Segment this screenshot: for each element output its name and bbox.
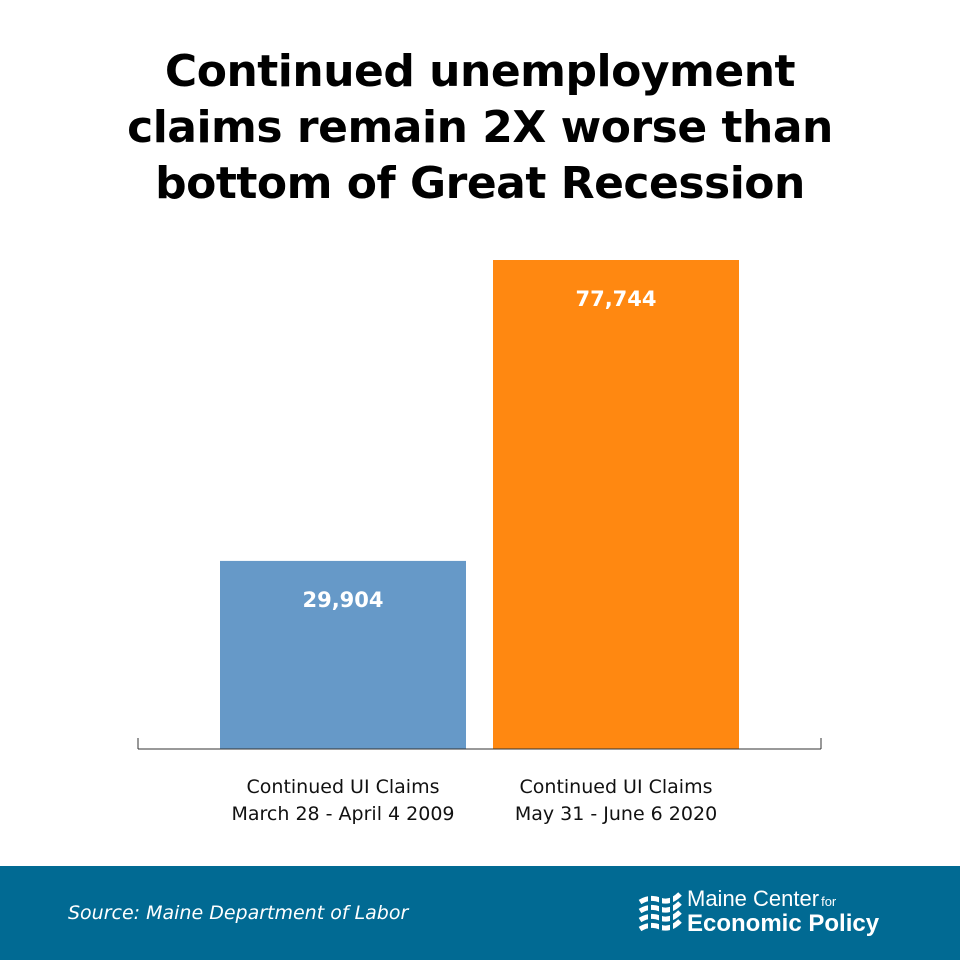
bar-1 (220, 560, 466, 749)
title-line-3: bottom of Great Recession (155, 158, 805, 209)
mecep-logo: Maine Center for Economic Policy (638, 886, 898, 940)
title-line-2: claims remain 2X worse than (127, 102, 833, 153)
footer-bar (0, 866, 960, 960)
category-label-2-line-1: Continued UI Claims (520, 776, 713, 798)
title-line-1: Continued unemployment (164, 46, 796, 97)
category-label-1-line-1: Continued UI Claims (247, 776, 440, 798)
logo-text-main: Maine Center (687, 886, 820, 911)
logo-text-line1: Maine Center for (687, 886, 836, 912)
bar-chart: 29,904 Continued UI Claims March 28 - Apri… (137, 260, 822, 825)
source-note: Source: Maine Department of Labor (68, 902, 409, 924)
logo-wave-icon (638, 890, 682, 932)
bar-value-label-1: 29,904 (302, 588, 383, 612)
logo-text-line2: Economic Policy (687, 910, 880, 937)
bar-2 (493, 260, 739, 749)
chart-title: Continued unemployment claims remain 2X … (40, 44, 920, 212)
logo-text-small: for (821, 894, 837, 909)
category-label-2-line-2: May 31 - June 6 2020 (515, 803, 717, 825)
bar-value-label-2: 77,744 (575, 287, 656, 311)
category-label-1-line-2: March 28 - April 4 2009 (231, 803, 454, 825)
